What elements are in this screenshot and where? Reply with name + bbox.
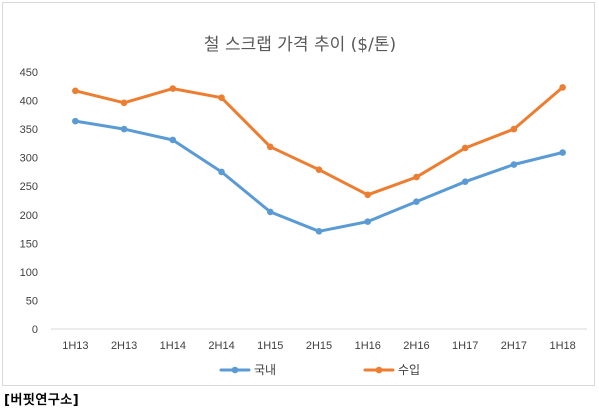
series-국내-point — [315, 228, 323, 235]
line-chart: 철 스크랩 가격 추이 ($/톤) 0 50 100 150 200 250 300 350 4… — [20, 35, 587, 377]
chart-title: 철 스크랩 가격 추이 ($/톤) — [204, 35, 396, 55]
x-tick-label: 1H15 — [257, 340, 283, 352]
x-axis-ticks: 1H13 2H13 1H14 2H14 1H15 2H15 1H16 2H16 1H17 2H17… — [62, 340, 576, 352]
y-tick-label: 300 — [20, 153, 38, 165]
y-tick-label: 100 — [20, 267, 38, 279]
series-국내-point — [413, 198, 420, 205]
series-국내-point — [218, 168, 225, 176]
y-axis-ticks: 0 50 100 150 200 250 300 350 400 450 — [20, 67, 38, 336]
y-tick-label: 350 — [20, 124, 38, 136]
legend-swatch-point — [231, 366, 239, 374]
legend-label: 수입 — [398, 363, 420, 377]
series-수입-point — [72, 87, 79, 95]
series-국내-point — [364, 218, 372, 225]
y-tick-label: 0 — [32, 324, 38, 336]
legend-swatch-point — [375, 366, 383, 374]
series-수입-point — [266, 143, 274, 151]
y-tick-label: 50 — [26, 295, 38, 307]
series-수입-point — [510, 125, 518, 133]
series-수입-point — [559, 84, 566, 91]
series-수입-point — [315, 166, 323, 173]
x-tick-label: 2H15 — [306, 340, 332, 352]
legend: 국내 수입 — [219, 363, 420, 377]
x-tick-label: 2H16 — [403, 340, 429, 352]
x-tick-label: 2H14 — [208, 340, 234, 352]
y-tick-label: 400 — [20, 96, 38, 108]
series-수입-point — [218, 94, 225, 101]
y-tick-label: 250 — [20, 181, 38, 193]
series-국내-point — [169, 136, 177, 144]
x-tick-label: 2H13 — [111, 340, 137, 352]
y-tick-label: 150 — [20, 238, 38, 250]
series-수입-point — [364, 191, 372, 199]
series-layer — [72, 84, 566, 235]
series-국내-point — [461, 178, 469, 185]
series-국내-point — [510, 161, 518, 168]
series-수입-point — [169, 85, 177, 92]
source-label: [버핏연구소] — [4, 393, 80, 408]
series-국내-point — [72, 117, 79, 125]
series-국내-point — [266, 208, 274, 216]
series-수입-point — [120, 99, 128, 107]
y-tick-label: 200 — [20, 210, 38, 222]
x-tick-label: 1H13 — [62, 340, 88, 352]
series-수입-point — [413, 173, 420, 181]
legend-label: 국내 — [254, 363, 276, 377]
x-tick-label: 1H17 — [452, 340, 478, 352]
series-국내-point — [559, 149, 566, 156]
chart-frame: 철 스크랩 가격 추이 ($/톤) 0 50 100 150 200 250 300 350 4… — [2, 2, 595, 386]
x-tick-label: 1H14 — [160, 340, 186, 352]
y-tick-label: 450 — [20, 67, 38, 79]
series-수입-line — [73, 85, 565, 197]
x-tick-label: 1H18 — [549, 340, 575, 352]
x-tick-label: 2H17 — [501, 340, 527, 352]
series-수입-point — [461, 144, 469, 152]
x-tick-label: 1H16 — [355, 340, 381, 352]
series-국내-point — [120, 125, 128, 133]
